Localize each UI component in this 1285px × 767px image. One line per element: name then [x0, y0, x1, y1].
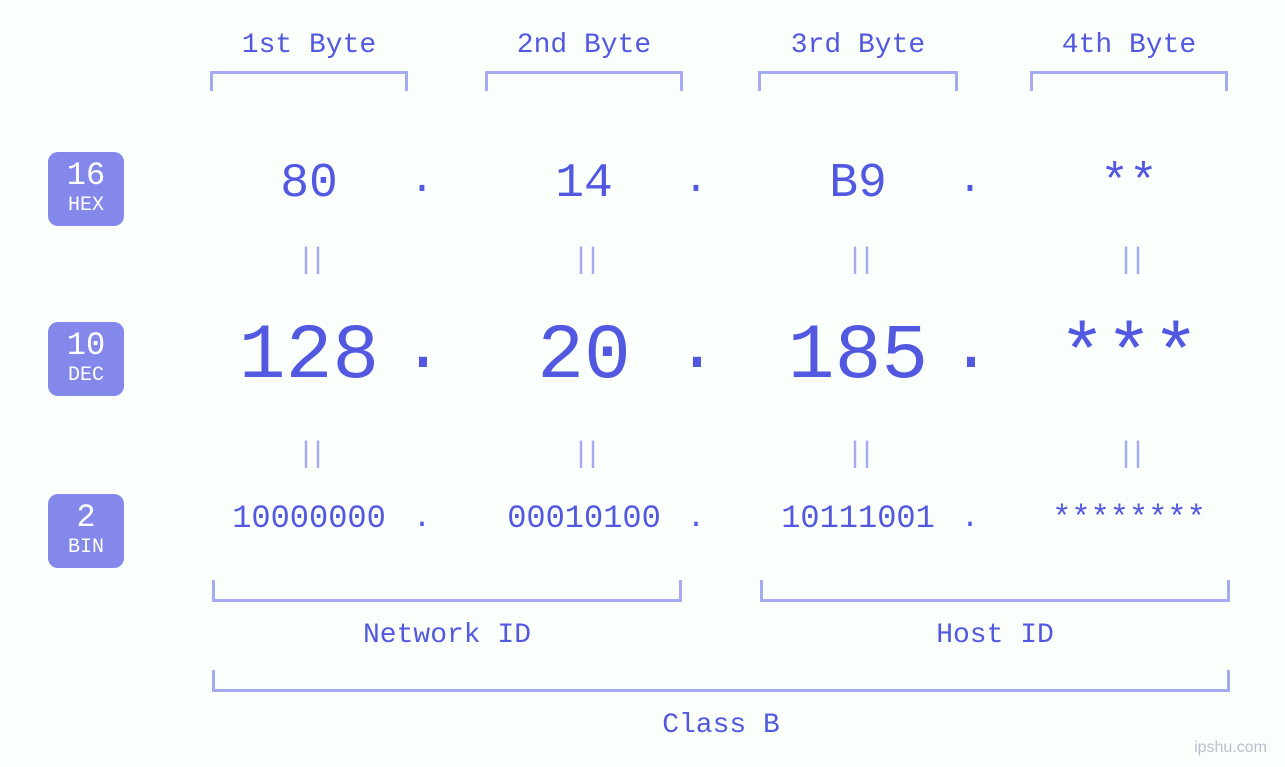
- hex-byte-3: B9: [758, 157, 958, 211]
- bracket-top-3: [758, 71, 958, 91]
- hex-byte-2: 14: [485, 157, 683, 211]
- byte-header-2: 2nd Byte: [517, 30, 651, 61]
- bracket-top-4: [1030, 71, 1228, 91]
- equals-1-1: ||: [210, 244, 408, 278]
- equals-2-4: ||: [1030, 438, 1228, 472]
- hex-sep-2: .: [676, 156, 716, 204]
- class-label: Class B: [212, 710, 1230, 741]
- hex-sep-3: .: [950, 156, 990, 204]
- equals-row-2: || || || ||: [0, 438, 1285, 472]
- bin-byte-4: ********: [1030, 500, 1228, 537]
- byte-col-4: 4th Byte: [1030, 30, 1228, 91]
- byte-header-4: 4th Byte: [1062, 30, 1196, 61]
- dec-byte-2: 20: [485, 313, 683, 401]
- equals-row-1: || || || ||: [0, 244, 1285, 278]
- bin-sep-1: .: [402, 502, 442, 536]
- host-bracket: [760, 580, 1230, 602]
- hex-sep-1: .: [402, 156, 442, 204]
- network-bracket: [212, 580, 682, 602]
- bin-sep-3: .: [950, 502, 990, 536]
- byte-header-1: 1st Byte: [242, 30, 376, 61]
- bin-byte-1: 10000000: [210, 500, 408, 537]
- bin-sep-2: .: [676, 502, 716, 536]
- equals-2-3: ||: [758, 438, 958, 472]
- dec-byte-1: 128: [210, 313, 408, 401]
- network-id-label: Network ID: [212, 620, 682, 651]
- byte-col-1: 1st Byte: [210, 30, 408, 91]
- byte-col-2: 2nd Byte: [485, 30, 683, 91]
- dec-sep-3: .: [950, 310, 990, 389]
- host-id-label: Host ID: [760, 620, 1230, 651]
- hex-byte-4: **: [1030, 157, 1228, 211]
- watermark: ipshu.com: [1194, 739, 1267, 757]
- hex-byte-1: 80: [210, 157, 408, 211]
- bin-row: 10000000 . 00010100 . 10111001 . *******…: [0, 502, 1285, 534]
- bin-byte-3: 10111001: [758, 500, 958, 537]
- bracket-top-2: [485, 71, 683, 91]
- equals-1-4: ||: [1030, 244, 1228, 278]
- dec-byte-4: ***: [1030, 313, 1228, 401]
- dec-byte-3: 185: [758, 313, 958, 401]
- dec-row: 128 . 20 . 185 . ***: [0, 318, 1285, 396]
- equals-2-2: ||: [485, 438, 683, 472]
- equals-1-2: ||: [485, 244, 683, 278]
- class-bracket: [212, 670, 1230, 692]
- equals-1-3: ||: [758, 244, 958, 278]
- dec-sep-2: .: [676, 310, 716, 389]
- bracket-top-1: [210, 71, 408, 91]
- hex-row: 80 . 14 . B9 . **: [0, 160, 1285, 208]
- byte-header-3: 3rd Byte: [791, 30, 925, 61]
- dec-sep-1: .: [402, 310, 442, 389]
- equals-2-1: ||: [210, 438, 408, 472]
- byte-col-3: 3rd Byte: [758, 30, 958, 91]
- bin-byte-2: 00010100: [485, 500, 683, 537]
- badge-bin-label: BIN: [48, 538, 124, 558]
